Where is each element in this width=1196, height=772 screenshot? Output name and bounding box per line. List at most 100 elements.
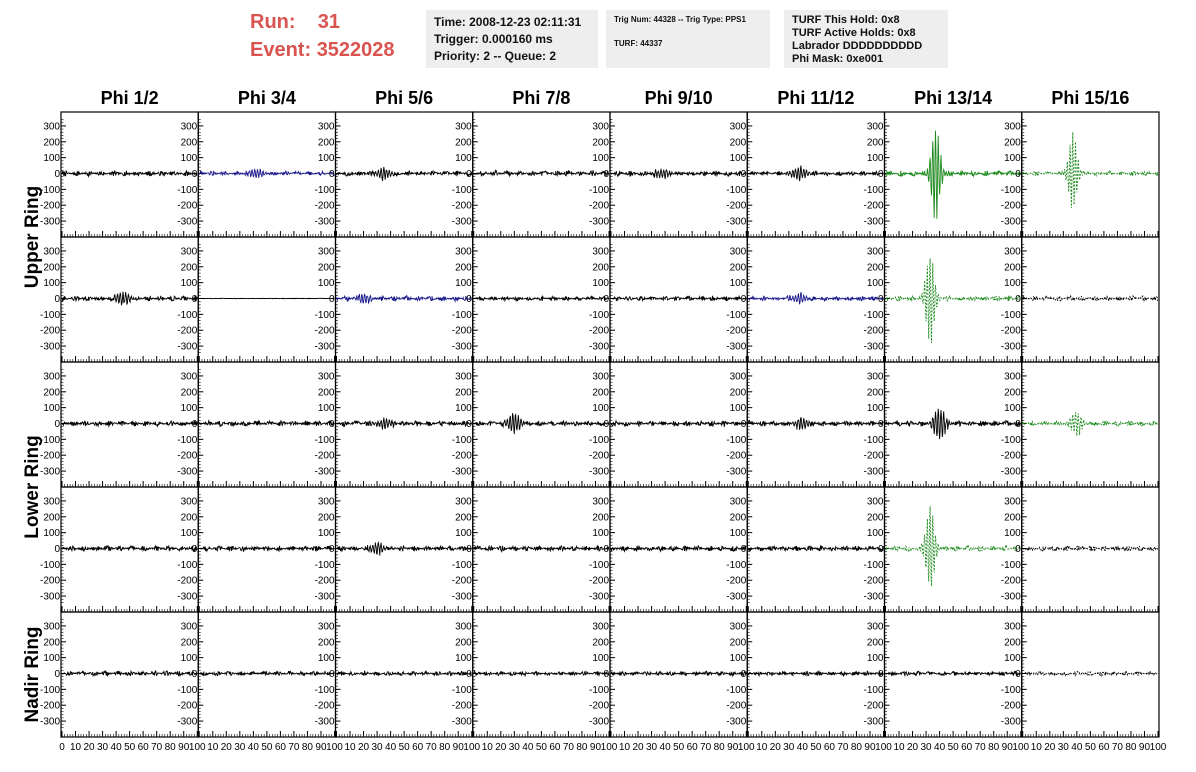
- y-tick-label: -100: [452, 310, 472, 321]
- y-tick-label: -200: [314, 576, 334, 587]
- x-tick-label: 20: [770, 742, 782, 753]
- x-tick-label: 30: [1058, 742, 1070, 753]
- y-tick-label: 300: [867, 246, 884, 257]
- y-tick-label: -100: [863, 560, 883, 571]
- x-tick-label: 20: [1044, 742, 1056, 753]
- y-tick-label: -100: [40, 685, 60, 696]
- y-tick-label: 200: [867, 637, 884, 648]
- x-tick-label: 80: [714, 742, 726, 753]
- y-tick-label: -300: [452, 467, 472, 478]
- y-tick-label: 0: [878, 294, 884, 305]
- y-tick-label: -200: [1001, 701, 1021, 712]
- waveform-trace: [610, 294, 747, 302]
- y-tick-label: -200: [1001, 576, 1021, 587]
- y-tick-label: 0: [192, 169, 198, 180]
- y-tick-label: 100: [592, 278, 609, 289]
- y-tick-label: 100: [455, 278, 472, 289]
- y-tick-label: -200: [314, 701, 334, 712]
- y-tick-label: -200: [452, 701, 472, 712]
- y-tick-label: -100: [314, 560, 334, 571]
- y-tick-label: 0: [741, 294, 747, 305]
- y-tick-label: 0: [603, 544, 609, 555]
- y-tick-label: 200: [318, 637, 335, 648]
- y-tick-label: 200: [181, 637, 198, 648]
- y-tick-label: -300: [177, 342, 197, 353]
- y-tick-label: 200: [43, 637, 60, 648]
- y-tick-label: -300: [1001, 342, 1021, 353]
- y-tick-label: 100: [318, 653, 335, 664]
- y-tick-label: 0: [603, 294, 609, 305]
- x-tick-label: 40: [111, 742, 123, 753]
- y-tick-label: 100: [455, 403, 472, 414]
- turf-active-line: TURF Active Holds: 0x8: [792, 27, 916, 39]
- waveform-trace: [885, 506, 1022, 587]
- y-tick-label: -100: [314, 185, 334, 196]
- x-tick-label: 60: [1098, 742, 1110, 753]
- y-tick-label: -100: [452, 685, 472, 696]
- column-title: Phi 1/2: [101, 88, 159, 108]
- y-tick-label: 0: [54, 169, 60, 180]
- y-tick-label: 200: [455, 637, 472, 648]
- waveform-trace: [610, 419, 747, 428]
- waveform-trace: [473, 669, 610, 678]
- y-tick-label: -100: [314, 310, 334, 321]
- y-tick-label: 200: [181, 512, 198, 523]
- y-tick-label: 0: [329, 294, 335, 305]
- y-tick-label: -300: [452, 592, 472, 603]
- y-tick-label: -300: [726, 342, 746, 353]
- x-tick-label: 40: [522, 742, 534, 753]
- run-label: Run:: [250, 11, 296, 33]
- y-tick-label: 0: [1015, 294, 1021, 305]
- ring-label: Lower Ring: [22, 435, 43, 538]
- trig-info-box: Trig Num: 44328 -- Trig Type: PPS1 TURF:…: [606, 10, 770, 68]
- y-tick-label: 100: [181, 403, 198, 414]
- x-tick-label: 50: [948, 742, 960, 753]
- x-tick-label: 40: [934, 742, 946, 753]
- x-tick-label: 70: [837, 742, 849, 753]
- y-tick-label: 200: [455, 512, 472, 523]
- y-tick-label: 0: [466, 419, 472, 430]
- y-tick-label: -200: [863, 701, 883, 712]
- waveform-trace: [336, 417, 473, 430]
- y-tick-label: 200: [592, 387, 609, 398]
- waveform-trace: [747, 669, 884, 678]
- y-tick-label: -300: [863, 217, 883, 228]
- y-tick-label: -100: [177, 560, 197, 571]
- y-tick-label: -300: [863, 592, 883, 603]
- y-tick-label: -300: [314, 342, 334, 353]
- y-tick-label: -100: [452, 560, 472, 571]
- y-tick-label: 200: [867, 387, 884, 398]
- y-tick-label: 100: [1004, 153, 1021, 164]
- x-tick-label: 40: [660, 742, 672, 753]
- y-tick-label: -200: [863, 326, 883, 337]
- y-tick-label: -100: [177, 310, 197, 321]
- ring-label: Upper Ring: [22, 186, 43, 288]
- y-tick-label: 0: [192, 419, 198, 430]
- waveform-trace: [1022, 670, 1159, 677]
- y-tick-label: -300: [863, 717, 883, 728]
- y-tick-label: 300: [1004, 246, 1021, 257]
- y-tick-label: 300: [592, 496, 609, 507]
- y-tick-label: -300: [177, 592, 197, 603]
- y-tick-label: -200: [314, 201, 334, 212]
- y-tick-label: 200: [730, 262, 747, 273]
- x-tick-label: 50: [536, 742, 548, 753]
- y-tick-label: 100: [730, 403, 747, 414]
- y-tick-label: 100: [43, 403, 60, 414]
- y-tick-label: 0: [603, 669, 609, 680]
- y-tick-label: -300: [1001, 217, 1021, 228]
- y-tick-label: -200: [314, 326, 334, 337]
- y-tick-label: -300: [1001, 467, 1021, 478]
- y-tick-label: 300: [867, 121, 884, 132]
- y-tick-label: 300: [43, 496, 60, 507]
- x-tick-label: 90: [864, 742, 876, 753]
- x-tick-label: 10: [893, 742, 905, 753]
- x-tick-label: 10: [756, 742, 768, 753]
- y-tick-label: -100: [726, 685, 746, 696]
- y-tick-label: 0: [1015, 544, 1021, 555]
- y-tick-label: 100: [43, 153, 60, 164]
- y-tick-label: -200: [589, 326, 609, 337]
- y-tick-label: 100: [730, 653, 747, 664]
- y-tick-label: 200: [455, 262, 472, 273]
